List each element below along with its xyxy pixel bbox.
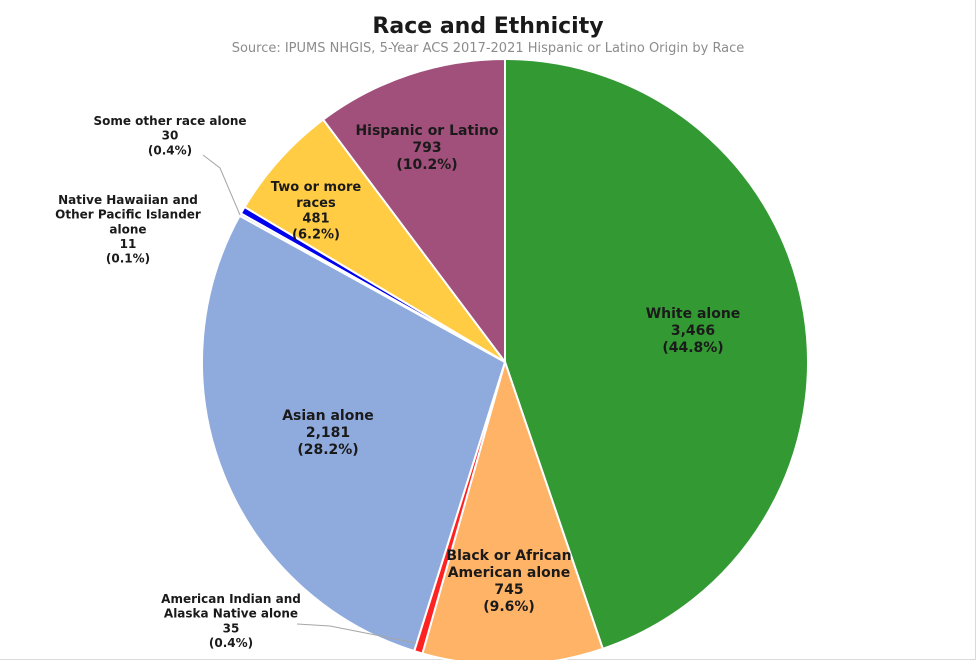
data-label-some-other-race-alone: Some other race alone 30 (0.4%)	[93, 114, 246, 157]
data-label-white-alone: White alone 3,466 (44.8%)	[646, 306, 741, 356]
pie-slice-hispanic-or-latino	[321, 57, 506, 365]
data-label-american-indian-and-alaska-native-alone: American Indian and Alaska Native alone 35…	[161, 592, 301, 650]
data-label-native-hawaiian-and-other-pacific-islander-alone: Native Hawaiian and Other Pacific Islande…	[55, 193, 201, 266]
chart-subtitle: Source: IPUMS NHGIS, 5-Year ACS 2017-202…	[231, 41, 745, 56]
pie-slice-asian-alone	[201, 214, 507, 653]
pie-slice-white-alone	[504, 57, 809, 651]
data-label-hispanic-or-latino: Hispanic or Latino 793 (10.2%)	[355, 123, 498, 173]
pie-slice-two-or-more-races	[243, 118, 506, 363]
leader-line	[296, 623, 417, 644]
pie-slice-black-or-african-american-alone	[421, 358, 605, 660]
data-label-black-or-african-american-alone: Black or African American alone 745 (9.6%)	[446, 548, 571, 615]
chart-title: Race and Ethnicity	[372, 14, 604, 39]
data-label-asian-alone: Asian alone 2,181 (28.2%)	[282, 408, 374, 458]
data-label-two-or-more-races: Two or more races 481 (6.2%)	[271, 180, 362, 243]
leader-line	[202, 154, 241, 216]
